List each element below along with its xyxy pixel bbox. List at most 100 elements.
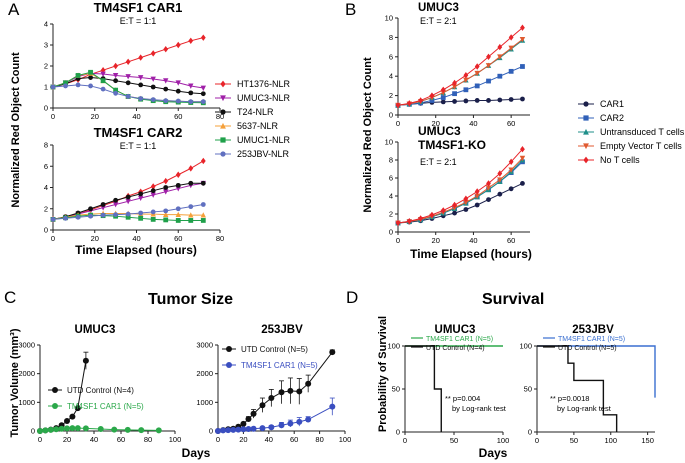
data-point <box>188 165 194 172</box>
legend-marker <box>583 101 589 107</box>
data-point <box>508 68 514 74</box>
data-point <box>520 24 525 31</box>
y-tick-label: 1 <box>44 83 48 92</box>
legend-marker <box>220 109 226 115</box>
data-point <box>75 214 81 220</box>
legend-b: CAR1 CAR2 Untransduced T cells Empty Vec… <box>578 99 685 165</box>
chart-d2: 253JBV 0 50 100 150 0 50 100 TM4SF1 CAR1 (N=5) UT… <box>519 324 656 445</box>
legend-marker <box>226 346 232 352</box>
p-value-annotation: by Log-rank test <box>452 404 507 413</box>
data-point <box>163 217 169 223</box>
data-point <box>100 67 106 74</box>
data-point <box>520 181 525 186</box>
data-point <box>150 50 156 57</box>
x-tick-label: 20 <box>63 435 71 444</box>
legend-label: TM4SF1 CAR1 (N=5) <box>426 336 493 343</box>
data-point <box>100 86 106 92</box>
y-tick-label: 50 <box>524 385 532 394</box>
chart-subtitle: E:T = 1:1 <box>120 141 157 151</box>
data-point <box>452 99 457 104</box>
data-point <box>250 425 257 432</box>
legend-label: UTD Control (N=4) <box>67 386 134 395</box>
y-tick-label: 8 <box>389 156 393 165</box>
data-point <box>497 43 503 51</box>
data-point <box>418 97 424 104</box>
data-point <box>215 428 221 434</box>
data-point <box>497 191 503 197</box>
data-point <box>175 98 181 104</box>
series-253jbv-nlr <box>50 202 206 222</box>
x-tick-label: 40 <box>265 435 273 444</box>
data-point <box>240 420 247 427</box>
y-tick-label: 0 <box>44 104 48 113</box>
data-point <box>296 418 303 425</box>
data-point <box>175 218 181 223</box>
data-point <box>463 87 469 93</box>
legend-marker <box>52 403 58 409</box>
y-tick-label: 4 <box>389 192 393 201</box>
data-point <box>150 84 156 90</box>
x-tick-label: 60 <box>507 119 515 128</box>
data-point <box>200 218 206 223</box>
panel-d-xlabel: Days <box>479 446 508 460</box>
x-tick-label: 40 <box>132 234 140 243</box>
panel-letter-b: B <box>345 0 356 19</box>
data-point <box>474 83 480 89</box>
data-point <box>200 212 206 218</box>
x-tick-label: 0 <box>51 234 55 243</box>
data-point <box>486 197 491 203</box>
data-point <box>64 417 70 424</box>
data-point <box>100 71 106 77</box>
legend-a-item-1: UMUC3-NLR <box>237 93 291 103</box>
data-point <box>508 97 514 102</box>
data-point <box>150 183 156 190</box>
data-point <box>508 34 514 41</box>
x-tick-label: 60 <box>507 236 515 245</box>
y-tick-label: 4 <box>44 20 48 29</box>
y-tick-label: 4 <box>389 72 393 81</box>
legend-label: TM4SF1 CAR1 (N=5) <box>558 336 625 343</box>
x-tick-label: 0 <box>403 436 407 445</box>
data-point <box>112 73 119 79</box>
data-point <box>451 84 458 90</box>
data-point <box>53 426 60 433</box>
data-point <box>74 425 81 432</box>
series-no-t-cells <box>395 146 525 227</box>
data-point <box>474 63 480 70</box>
x-tick-label: 20 <box>432 236 440 245</box>
series-line <box>397 27 523 106</box>
x-tick-label: 50 <box>450 436 458 445</box>
data-point <box>463 207 469 212</box>
data-point <box>508 45 514 51</box>
chart-legend: UTD Control (N=5) TM4SF1 CAR1 (N=5) <box>222 345 318 370</box>
data-point <box>497 73 503 79</box>
data-point <box>111 426 118 433</box>
data-point <box>138 82 144 88</box>
y-tick-label: 2 <box>389 91 393 100</box>
series-tm4sf1-car1-n-5 <box>215 397 336 434</box>
series-untransduced-t-cells <box>395 37 526 108</box>
chart-title: UMUC3 <box>435 324 476 336</box>
data-point <box>137 75 144 81</box>
x-tick-label: 100 <box>169 435 182 444</box>
data-point <box>486 98 491 103</box>
data-point <box>429 98 435 103</box>
data-point <box>58 425 65 432</box>
series-utd-control-n-5 <box>537 345 618 432</box>
data-point <box>240 426 247 433</box>
data-point <box>163 86 169 92</box>
data-point <box>175 41 181 49</box>
data-point <box>268 395 275 402</box>
data-point <box>88 83 93 89</box>
data-point <box>125 198 131 205</box>
panel-b-xlabel: Time Elapsed (hours) <box>410 247 532 261</box>
data-point <box>520 146 525 153</box>
data-point <box>88 75 93 80</box>
data-point <box>112 202 119 208</box>
series-line <box>397 39 523 106</box>
data-point <box>124 426 131 433</box>
y-tick-label: 6 <box>44 162 48 171</box>
y-tick-label: 0 <box>389 111 393 120</box>
